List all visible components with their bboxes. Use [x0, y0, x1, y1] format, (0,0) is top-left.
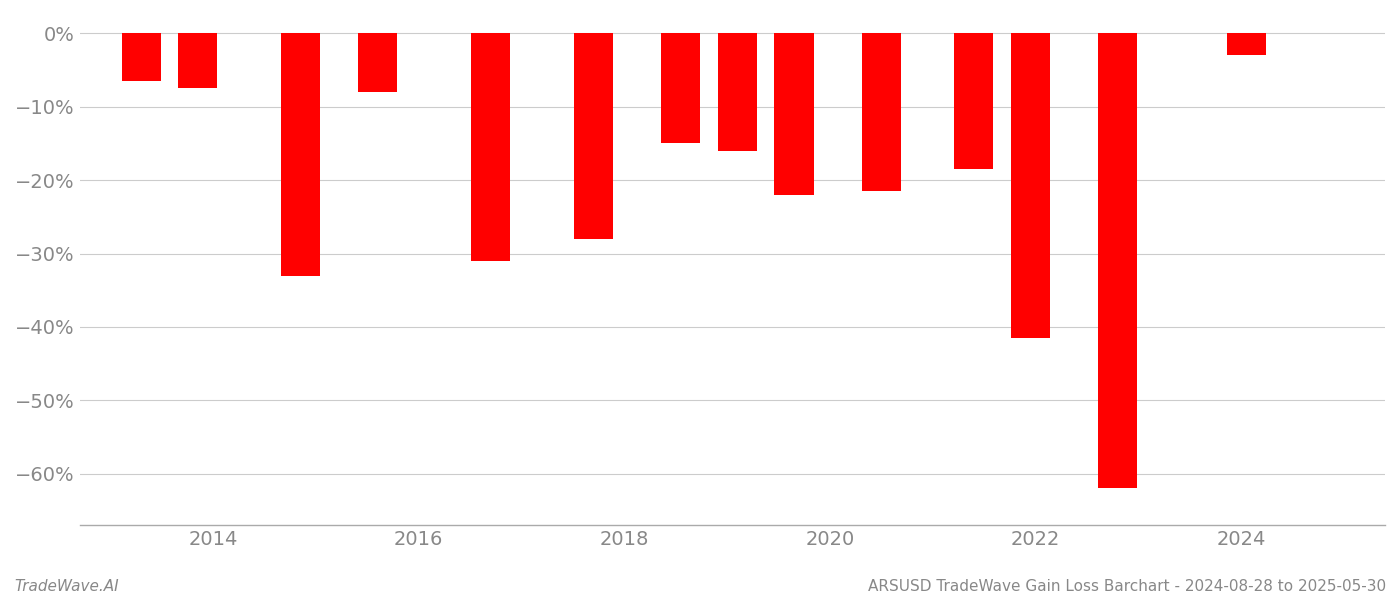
Bar — [1226, 34, 1266, 55]
Bar — [358, 34, 398, 92]
Bar — [862, 34, 900, 191]
Bar — [178, 34, 217, 88]
Bar — [122, 34, 161, 81]
Text: ARSUSD TradeWave Gain Loss Barchart - 2024-08-28 to 2025-05-30: ARSUSD TradeWave Gain Loss Barchart - 20… — [868, 579, 1386, 594]
Bar — [774, 34, 813, 195]
Text: TradeWave.AI: TradeWave.AI — [14, 579, 119, 594]
Bar — [1098, 34, 1137, 488]
Bar — [718, 34, 757, 151]
Bar — [574, 34, 613, 239]
Bar — [955, 34, 994, 169]
Bar — [281, 34, 321, 275]
Bar — [1011, 34, 1050, 338]
Bar — [472, 34, 510, 261]
Bar — [661, 34, 700, 143]
